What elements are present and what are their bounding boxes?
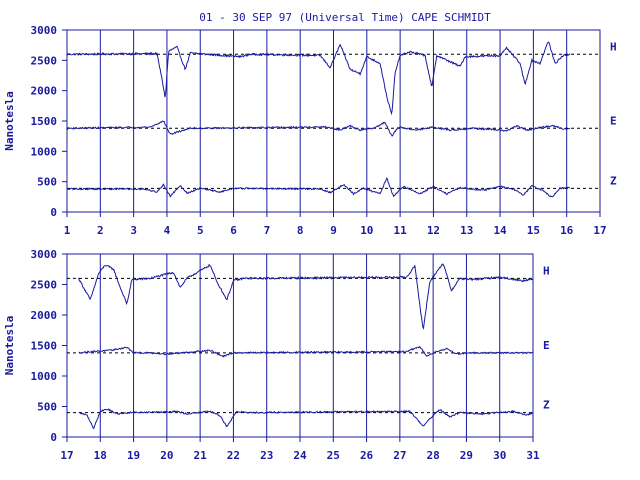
x-tick-label: 18 xyxy=(94,449,107,462)
series-trace-z xyxy=(78,408,534,430)
y-tick-label: 3000 xyxy=(31,24,58,37)
x-tick-label: 2 xyxy=(97,224,104,237)
x-tick-label: 28 xyxy=(427,449,440,462)
y-tick-label: 0 xyxy=(50,206,57,219)
x-tick-label: 13 xyxy=(460,224,473,237)
panel-bottom: 17 18 19 20 21 22 23 24 25 26 27 28 29 30 31 0 500 1000 15… xyxy=(3,248,550,462)
series-label-z: Z xyxy=(543,399,550,412)
x-tick-label: 4 xyxy=(164,224,171,237)
x-tick-label: 9 xyxy=(330,224,337,237)
x-tick-label: 16 xyxy=(560,224,574,237)
y-axis-label: Nanotesla xyxy=(3,91,16,151)
y-tick-label: 0 xyxy=(50,431,57,444)
y-axis-label: Nanotesla xyxy=(3,316,16,376)
chart-title: 01 - 30 SEP 97 (Universal Time) CAPE SCH… xyxy=(199,11,491,24)
x-tick-label: 17 xyxy=(593,224,606,237)
x-tick-label: 14 xyxy=(493,224,507,237)
series-trace-h xyxy=(66,41,571,116)
y-tick-label: 2000 xyxy=(31,85,58,98)
x-tick-label: 7 xyxy=(264,224,271,237)
x-tick-label: 23 xyxy=(260,449,273,462)
y-tick-label: 1000 xyxy=(31,370,58,383)
x-tick-label: 11 xyxy=(394,224,408,237)
y-tick-label: 1000 xyxy=(31,145,58,158)
x-tick-label: 15 xyxy=(527,224,540,237)
x-tick-label: 22 xyxy=(227,449,240,462)
x-tick-label: 20 xyxy=(160,449,173,462)
x-tick-label: 31 xyxy=(526,449,540,462)
y-tick-label: 3000 xyxy=(31,248,58,261)
x-tick-label: 24 xyxy=(293,449,307,462)
x-tick-label: 25 xyxy=(327,449,340,462)
y-tick-label: 2000 xyxy=(31,309,58,322)
x-tick-label: 29 xyxy=(460,449,473,462)
series-label-z: Z xyxy=(610,174,617,187)
x-tick-label: 19 xyxy=(127,449,140,462)
y-tick-label: 1500 xyxy=(31,115,58,128)
series-trace-e xyxy=(66,120,571,137)
series-trace-z xyxy=(66,177,571,198)
x-tick-label: 3 xyxy=(130,224,137,237)
panel-top: 1 2 3 4 5 6 7 8 9 10 11 12 13 14 15 16 17050010001500200… xyxy=(3,24,617,237)
x-tick-label: 10 xyxy=(360,224,373,237)
series-label-e: E xyxy=(543,339,550,352)
y-tick-label: 500 xyxy=(37,176,57,189)
series-trace-e xyxy=(78,345,533,358)
x-tick-label: 1 xyxy=(64,224,71,237)
y-tick-label: 2500 xyxy=(31,54,58,67)
x-tick-label: 5 xyxy=(197,224,204,237)
x-tick-label: 26 xyxy=(360,449,374,462)
series-label-h: H xyxy=(610,40,617,53)
y-tick-label: 2500 xyxy=(31,279,58,292)
x-tick-label: 17 xyxy=(60,449,73,462)
x-tick-label: 21 xyxy=(194,449,208,462)
x-tick-label: 12 xyxy=(427,224,440,237)
series-label-e: E xyxy=(610,114,617,127)
series-label-h: H xyxy=(543,264,550,277)
y-tick-label: 500 xyxy=(37,401,57,414)
x-tick-label: 27 xyxy=(393,449,406,462)
x-tick-label: 6 xyxy=(230,224,237,237)
x-tick-label: 30 xyxy=(493,449,506,462)
series-trace-h xyxy=(78,263,533,330)
y-tick-label: 1500 xyxy=(31,340,58,353)
x-tick-label: 8 xyxy=(297,224,304,237)
